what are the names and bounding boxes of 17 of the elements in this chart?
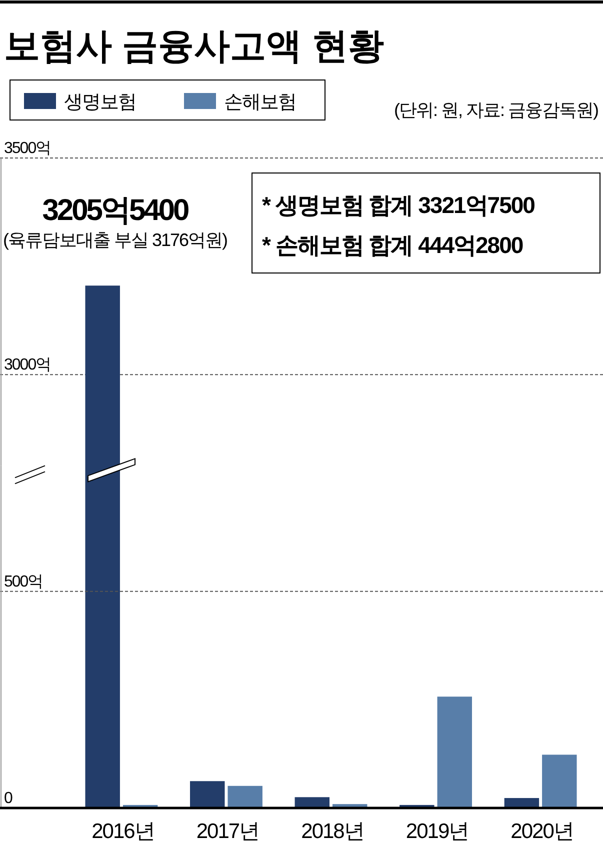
annotation: * 손해보험 합계 444억2800 xyxy=(262,232,523,258)
x-tick-label: 2020년 xyxy=(510,820,574,842)
x-tick-label: 2016년 xyxy=(92,820,154,842)
y-tick-label: 3500억 xyxy=(4,140,51,157)
x-tick-label: 2018년 xyxy=(301,820,364,842)
annotation: * 생명보험 합계 3321억7500 xyxy=(262,192,535,218)
y-tick-label: 3000억 xyxy=(4,356,51,374)
text: (단위: 원, 자료: 금융감독원) xyxy=(394,100,598,120)
legend-label: 생명보험 xyxy=(64,92,136,113)
x-tick-label: 2017년 xyxy=(196,820,260,842)
annotation: (육류담보대출 부실 3176억원) xyxy=(2,230,228,250)
chart-title: 보험사 금융사고액 현황 xyxy=(4,25,384,66)
x-tick-label: 2019년 xyxy=(406,820,469,842)
legend-label: 손해보험 xyxy=(224,92,296,113)
annotation: 3205억5400 xyxy=(42,194,190,227)
y-tick-label: 0 xyxy=(4,790,13,807)
y-tick-label: 500억 xyxy=(4,573,43,590)
